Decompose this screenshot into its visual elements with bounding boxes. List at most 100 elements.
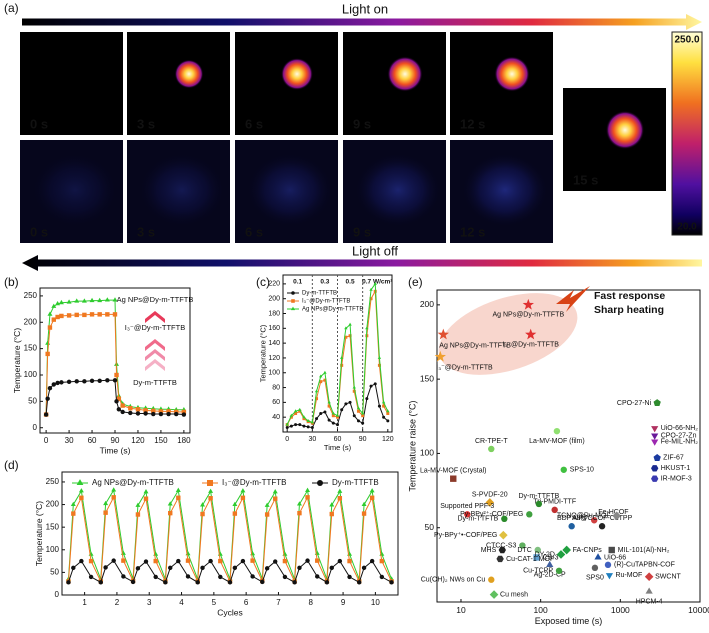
point-label: Fe-MIL-NH₂ (661, 438, 699, 445)
data-point (653, 399, 661, 407)
data-point (352, 414, 356, 418)
legend-marker (290, 306, 296, 311)
data-point (389, 580, 394, 585)
data-point (356, 419, 360, 423)
cool-glow (33, 154, 117, 226)
time-label: 9 s (353, 116, 371, 131)
cool-glow (140, 154, 224, 226)
data-point (361, 565, 367, 571)
data-point (535, 500, 543, 508)
panel-label: (d) (4, 458, 19, 472)
data-point (43, 412, 49, 417)
data-point (360, 411, 365, 415)
point-label: DY-2D (535, 551, 555, 558)
data-point (112, 312, 118, 317)
y-tick-label: 200 (46, 500, 60, 509)
data-point (174, 411, 179, 417)
point-label: Dy-m-TTFTB (458, 516, 499, 523)
data-point (379, 574, 385, 580)
y-tick-label: 120 (268, 355, 280, 362)
y-tick-label: 160 (268, 325, 280, 332)
x-tick-label: 120 (131, 436, 145, 445)
point-label: Ru-MOF (615, 572, 642, 579)
data-point (298, 407, 302, 411)
x-tick-label: 7 (276, 598, 281, 607)
data-point (306, 418, 310, 422)
x-tick-label: 60 (88, 436, 97, 445)
x-tick-label: 180 (177, 436, 191, 445)
data-point (292, 580, 297, 585)
data-point (297, 565, 302, 571)
x-axis-label: Time (s) (100, 446, 131, 456)
data-point (232, 501, 238, 506)
data-point (604, 561, 612, 569)
x-tick-label: 120 (382, 436, 394, 443)
point-label: Au@CCOF-CuTPP (572, 515, 633, 522)
data-point (302, 424, 306, 428)
data-point (282, 558, 288, 564)
data-point (79, 495, 84, 500)
data-point (82, 312, 87, 318)
data-point (71, 565, 76, 571)
data-point (373, 281, 377, 285)
y-tick-label: 140 (268, 340, 280, 347)
data-point (297, 510, 302, 516)
point-label: CPO-27-Ni (617, 400, 652, 407)
data-point (45, 396, 50, 401)
legend-label: Dy-m-TTFTB (302, 291, 337, 297)
time-label: 12 s (460, 116, 485, 131)
legend-chevron (145, 349, 165, 361)
y-tick-label: 200 (420, 299, 434, 309)
time-label: 9 s (353, 224, 371, 239)
data-point (240, 495, 246, 500)
point-label: ZIF-67 (663, 455, 684, 462)
x-tick-label: 10 (456, 605, 466, 615)
legend-label: Dy-m-TTFTB (332, 478, 379, 487)
point-label: SPS0 (586, 575, 604, 582)
data-point (522, 298, 534, 310)
colorbar-label: 20.0 (677, 222, 697, 233)
data-point (361, 414, 365, 418)
data-point (51, 382, 56, 387)
data-point (377, 363, 381, 367)
data-point (111, 487, 117, 492)
data-point (323, 370, 327, 374)
data-point (352, 389, 356, 393)
data-point (88, 574, 94, 580)
light-arrow (22, 255, 702, 271)
data-point (598, 523, 606, 530)
x-tick-label: 8 (309, 598, 314, 607)
data-point (369, 297, 373, 301)
data-point (556, 550, 566, 559)
series-line (287, 383, 389, 429)
data-point (128, 410, 133, 416)
time-label: 15 s (573, 172, 598, 187)
data-point (450, 475, 457, 482)
y-tick-label: 250 (24, 291, 38, 300)
point-label: La-MV-MOF (film) (529, 438, 585, 445)
light-off-label: Light off (352, 243, 398, 258)
data-point (361, 501, 367, 506)
data-point (306, 425, 310, 429)
data-point (612, 511, 621, 521)
data-point (315, 397, 319, 401)
x-tick-label: 30 (308, 436, 316, 443)
data-point (153, 574, 158, 580)
data-point (158, 411, 164, 417)
data-point (365, 326, 369, 330)
data-point (55, 380, 60, 386)
x-tick-label: 1 (82, 598, 87, 607)
y-tick-label: 100 (46, 545, 60, 554)
x-tick-label: 6 (244, 598, 249, 607)
point-label: UiO-66 (604, 554, 626, 561)
data-point (498, 546, 506, 554)
data-point (653, 454, 661, 461)
data-point (356, 409, 360, 413)
x-axis-label: Time (s) (324, 443, 352, 452)
data-point (70, 501, 76, 506)
point-label: (R)-CuTAPBN-COF (614, 562, 675, 569)
data-point (377, 404, 381, 408)
y-tick-label: 50 (425, 522, 435, 532)
data-point (499, 530, 508, 540)
data-point (71, 511, 76, 516)
